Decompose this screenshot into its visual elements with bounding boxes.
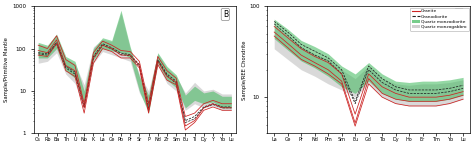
Legend: Granite, Granodiorite, Quartz monzodiorite, Quartz monzogabbro: Granite, Granodiorite, Quartz monzodiori… [410,7,468,31]
Y-axis label: Sample/Primitive Mantle: Sample/Primitive Mantle [4,37,9,102]
Y-axis label: Sample/REE Chondrite: Sample/REE Chondrite [242,40,246,100]
Text: B: B [223,10,228,19]
Text: A: A [456,10,462,19]
